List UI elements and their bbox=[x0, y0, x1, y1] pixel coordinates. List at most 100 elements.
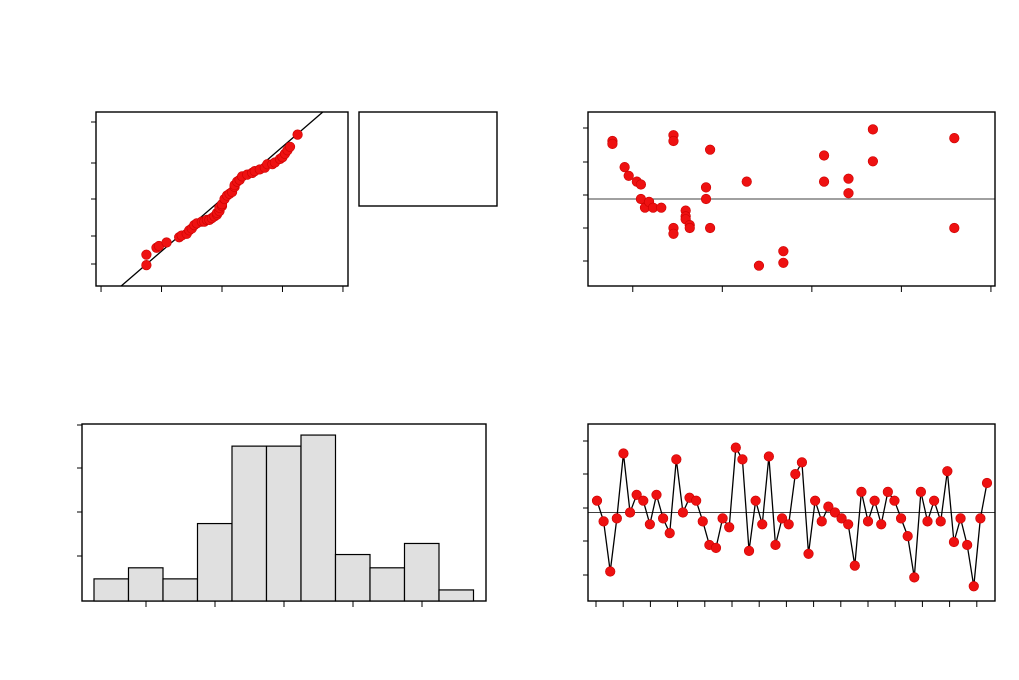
data-point bbox=[619, 162, 630, 173]
histogram-bar bbox=[231, 445, 268, 602]
histogram-bar bbox=[93, 578, 130, 602]
data-point bbox=[818, 176, 830, 187]
residuals-vs-fits-plot bbox=[583, 111, 996, 292]
histogram-bar bbox=[403, 542, 440, 602]
data-point bbox=[902, 530, 913, 542]
histogram-bar bbox=[300, 434, 337, 602]
data-point bbox=[141, 249, 152, 260]
data-point bbox=[909, 572, 920, 583]
data-point bbox=[803, 548, 814, 559]
data-point bbox=[668, 135, 679, 147]
data-point bbox=[810, 495, 821, 506]
data-point bbox=[862, 516, 874, 527]
data-point bbox=[849, 560, 860, 571]
data-point bbox=[869, 495, 880, 506]
data-point bbox=[691, 495, 702, 506]
data-point bbox=[750, 495, 761, 506]
data-point bbox=[929, 495, 940, 506]
data-point bbox=[922, 516, 933, 527]
data-point bbox=[949, 133, 960, 144]
data-point bbox=[942, 466, 953, 477]
data-point bbox=[638, 495, 649, 506]
legend-box bbox=[358, 111, 498, 207]
data-point bbox=[677, 507, 689, 518]
data-point bbox=[968, 581, 979, 592]
data-point bbox=[753, 260, 765, 271]
data-point bbox=[292, 129, 303, 140]
data-point bbox=[867, 156, 879, 167]
data-point bbox=[635, 179, 647, 190]
data-point bbox=[955, 513, 966, 524]
histogram-bar bbox=[162, 578, 199, 602]
data-point bbox=[856, 486, 867, 497]
histogram-bar bbox=[334, 553, 371, 602]
data-point bbox=[778, 257, 789, 268]
data-point bbox=[743, 545, 755, 556]
data-point bbox=[656, 202, 667, 213]
histogram-bar bbox=[196, 522, 233, 602]
data-point bbox=[141, 260, 152, 271]
data-point bbox=[631, 489, 642, 500]
data-point bbox=[836, 513, 847, 524]
data-point bbox=[757, 519, 768, 530]
data-point bbox=[710, 542, 722, 554]
data-point bbox=[700, 193, 712, 205]
data-point bbox=[624, 507, 636, 518]
data-point bbox=[284, 141, 296, 152]
normal-probability-plot bbox=[91, 111, 498, 292]
data-point bbox=[700, 182, 712, 193]
data-point bbox=[882, 486, 893, 497]
data-point bbox=[591, 495, 603, 506]
data-point bbox=[935, 516, 946, 527]
data-point bbox=[730, 442, 741, 453]
data-point bbox=[605, 566, 616, 577]
data-point bbox=[737, 454, 748, 465]
data-point bbox=[783, 519, 794, 530]
data-point bbox=[981, 477, 993, 489]
histogram-plot bbox=[77, 423, 487, 607]
data-point bbox=[704, 222, 716, 234]
data-point bbox=[843, 519, 854, 530]
histogram-bar bbox=[438, 589, 475, 602]
data-point bbox=[975, 513, 986, 524]
data-point bbox=[664, 528, 675, 539]
data-point bbox=[668, 228, 679, 239]
data-point bbox=[843, 173, 854, 184]
histogram-bar bbox=[369, 567, 406, 602]
data-point bbox=[843, 188, 854, 199]
data-point bbox=[607, 138, 618, 149]
data-point bbox=[876, 519, 887, 530]
data-point bbox=[829, 507, 841, 518]
histogram-bar bbox=[127, 567, 164, 602]
data-point bbox=[658, 513, 669, 524]
data-point bbox=[697, 516, 708, 527]
data-point bbox=[895, 513, 907, 524]
data-point bbox=[949, 222, 960, 234]
data-point bbox=[889, 495, 900, 506]
data-point bbox=[776, 513, 788, 524]
data-point bbox=[704, 144, 716, 155]
data-point bbox=[161, 237, 172, 248]
data-point bbox=[598, 516, 609, 527]
data-point bbox=[823, 501, 834, 512]
data-point bbox=[770, 539, 781, 551]
data-point bbox=[790, 469, 801, 480]
histogram-bar bbox=[265, 445, 302, 602]
data-point bbox=[915, 486, 926, 497]
data-point bbox=[816, 516, 827, 527]
data-point bbox=[962, 539, 973, 551]
data-point bbox=[651, 489, 662, 500]
data-point bbox=[644, 519, 655, 530]
data-point bbox=[684, 222, 695, 234]
data-point bbox=[671, 454, 682, 465]
data-point bbox=[611, 513, 622, 524]
data-point bbox=[763, 451, 774, 462]
data-point bbox=[778, 246, 789, 257]
data-point bbox=[948, 536, 960, 548]
data-point bbox=[724, 522, 735, 533]
data-point bbox=[867, 124, 879, 135]
data-point bbox=[618, 448, 629, 459]
data-point bbox=[818, 150, 830, 161]
data-point bbox=[741, 176, 752, 187]
